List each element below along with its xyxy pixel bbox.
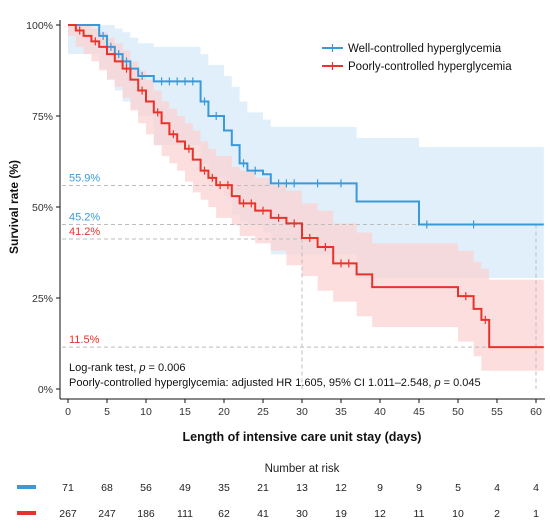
legend-label-0: Well-controlled hyperglycemia xyxy=(348,43,502,55)
y-tick-label-2: 50% xyxy=(32,202,53,214)
x-tick-label-7: 35 xyxy=(335,406,347,418)
hr-p-value: = 0.045 xyxy=(441,377,481,389)
risk-count-well-9: 9 xyxy=(416,482,422,494)
hr-text: Poorly-controlled hyperglycemia: adjuste… xyxy=(69,377,434,389)
ci-band-well xyxy=(68,25,544,278)
legend: Well-controlled hyperglycemia Poorly-cont… xyxy=(322,43,512,73)
risk-count-poor-5: 41 xyxy=(257,508,269,520)
risk-count-well-2: 56 xyxy=(140,482,152,494)
risk-count-well-0: 71 xyxy=(62,482,74,494)
ci-band-poor xyxy=(68,25,544,371)
risk-count-poor-12: 1 xyxy=(533,508,539,520)
reference-label-1: 45.2% xyxy=(69,211,100,223)
confidence-bands xyxy=(68,25,544,371)
risk-count-well-7: 12 xyxy=(335,482,347,494)
censor-marks xyxy=(79,26,486,324)
x-tick-label-1: 5 xyxy=(104,406,110,418)
risk-count-poor-9: 11 xyxy=(414,508,425,520)
reference-label-3: 11.5% xyxy=(69,334,100,346)
risk-count-well-6: 13 xyxy=(296,482,308,494)
risk-count-poor-2: 186 xyxy=(137,508,155,520)
x-tick-label-9: 45 xyxy=(413,406,425,418)
logrank-p-symbol: p xyxy=(138,362,145,374)
risk-count-poor-1: 247 xyxy=(98,508,116,520)
x-tick-label-6: 30 xyxy=(296,406,308,418)
y-tick-label-1: 25% xyxy=(32,293,53,305)
risk-count-well-1: 68 xyxy=(101,482,113,494)
logrank-prefix: Log-rank test, xyxy=(69,362,139,374)
logrank-annotation: Log-rank test, p = 0.006 xyxy=(69,362,186,374)
survival-curve-poor xyxy=(68,24,544,349)
x-axis-label: Length of intensive care unit stay (days… xyxy=(183,430,422,444)
y-tick-label-0: 0% xyxy=(38,384,53,396)
risk-count-poor-6: 30 xyxy=(296,508,308,520)
risk-count-poor-7: 19 xyxy=(335,508,347,520)
hr-p-symbol: p xyxy=(433,377,440,389)
x-tick-label-10: 50 xyxy=(452,406,464,418)
risk-count-poor-11: 2 xyxy=(494,508,500,520)
risk-count-well-5: 21 xyxy=(257,482,269,494)
survival-curves xyxy=(68,24,544,349)
x-tick-label-11: 55 xyxy=(491,406,503,418)
survival-curve-well xyxy=(68,24,544,226)
risk-count-poor-10: 10 xyxy=(452,508,464,520)
reference-label-2: 41.2% xyxy=(69,226,100,238)
risk-count-poor-0: 267 xyxy=(59,508,77,520)
reference-lines: 55.9% 45.2% 41.2% 11.5% xyxy=(62,173,537,389)
reference-label-0: 55.9% xyxy=(69,173,100,185)
risk-count-well-10: 5 xyxy=(455,482,461,494)
risk-count-poor-4: 62 xyxy=(218,508,230,520)
x-tick-label-12: 60 xyxy=(530,406,542,418)
axes: 0% 25% 50% 75% 100% 0 5 10 15 20 25 30 35 40 45 50 55 60 xyxy=(26,20,545,418)
risk-count-well-4: 35 xyxy=(218,482,230,494)
risk-count-poor-3: 111 xyxy=(177,508,193,520)
risk-count-well-11: 4 xyxy=(494,482,500,494)
y-tick-label-4: 100% xyxy=(26,20,53,32)
legend-label-1: Poorly-controlled hyperglycemia xyxy=(348,61,512,73)
risk-count-well-3: 49 xyxy=(179,482,191,494)
x-tick-label-0: 0 xyxy=(65,406,71,418)
y-axis-label: Survival rate (%) xyxy=(7,160,21,254)
risk-count-well-12: 4 xyxy=(533,482,539,494)
logrank-p-value: = 0.006 xyxy=(145,362,185,374)
risk-table-title: Number at risk xyxy=(265,463,340,475)
hazard-ratio-annotation: Poorly-controlled hyperglycemia: adjuste… xyxy=(69,377,481,389)
x-tick-label-3: 15 xyxy=(179,406,191,418)
x-tick-label-5: 25 xyxy=(257,406,269,418)
risk-count-well-8: 9 xyxy=(377,482,383,494)
x-tick-label-4: 20 xyxy=(218,406,230,418)
y-tick-label-3: 75% xyxy=(32,111,53,123)
x-tick-label-8: 40 xyxy=(374,406,386,418)
risk-count-poor-8: 12 xyxy=(374,508,386,520)
x-tick-label-2: 10 xyxy=(140,406,152,418)
